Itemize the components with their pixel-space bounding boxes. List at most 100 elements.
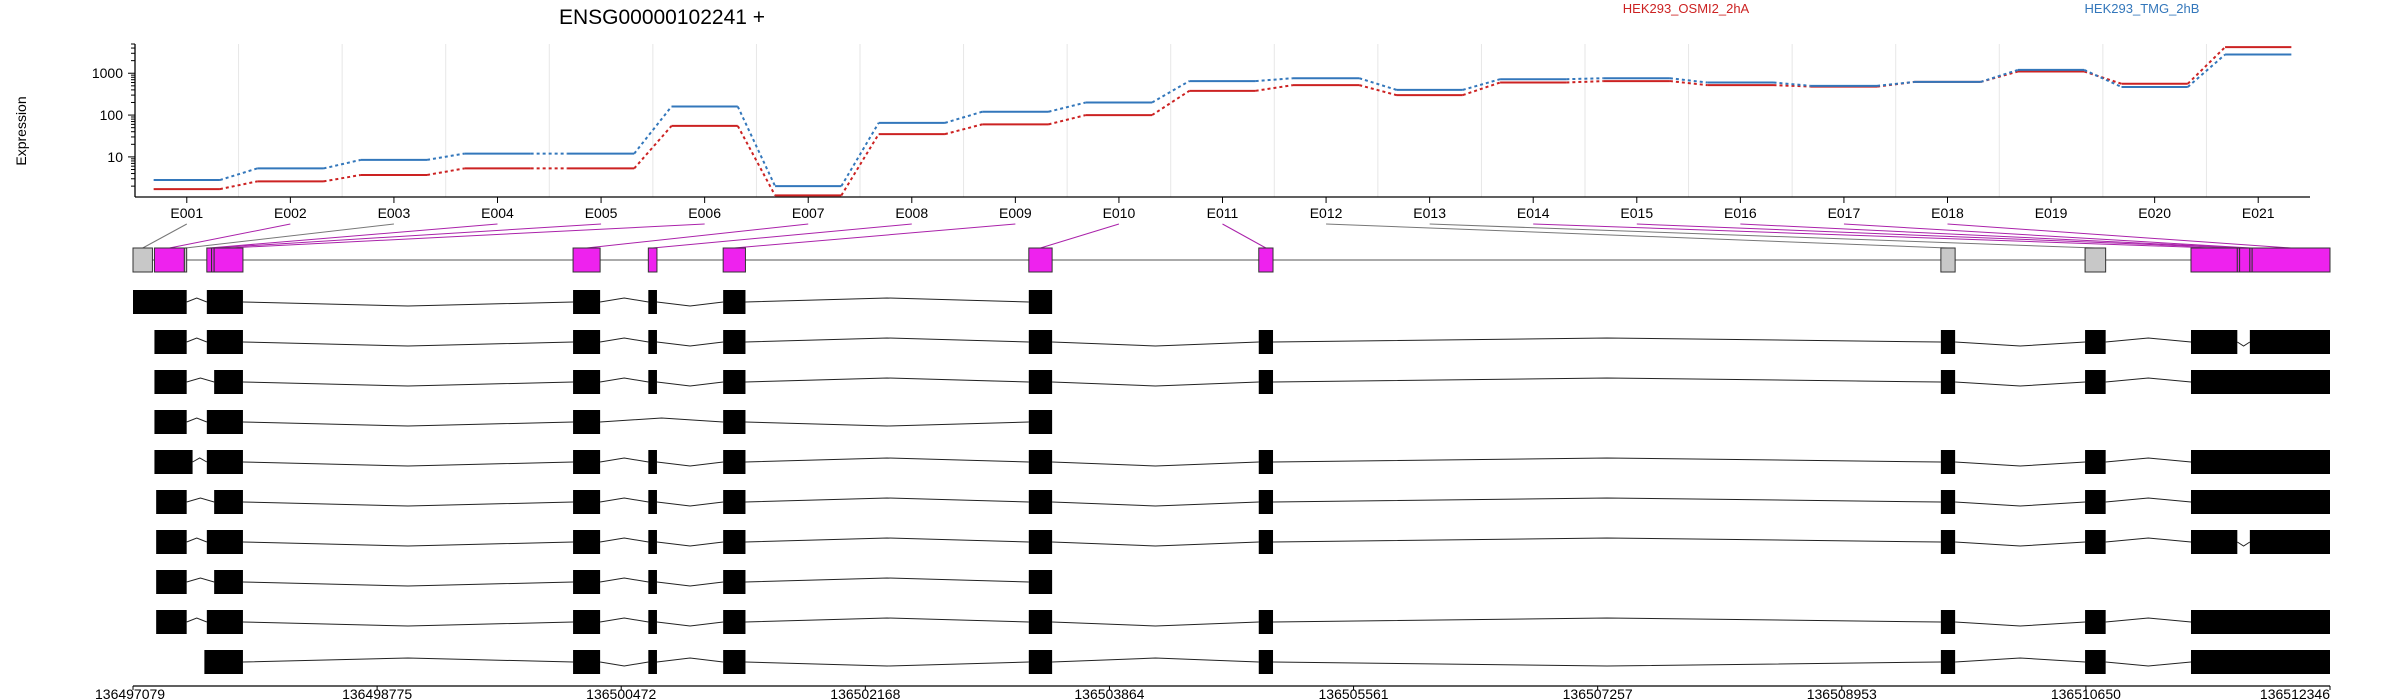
exon-block [648,610,657,634]
genomic-tick-label: 136510650 [2051,686,2121,700]
intron [745,421,1029,427]
exon-block [1258,530,1274,554]
series-1-link [2187,46,2226,85]
x-tick-label: E008 [895,205,928,221]
exon-block [723,610,746,634]
x-tick-label: E010 [1103,205,1136,221]
exon-block [1028,610,1053,634]
exon-block [156,490,187,514]
exon-block [2190,610,2330,634]
intron [1955,461,2086,467]
exon-connector [228,223,705,249]
series-2-link [1358,77,1397,91]
intron [1273,661,1941,667]
exon-E016 [2239,247,2251,273]
series-2-link [323,158,362,170]
exon-block [204,650,243,674]
exon-block [1258,450,1274,474]
series-2-link [1980,68,2019,83]
exon-E006 [213,247,244,273]
genomic-tick-label: 136508953 [1807,686,1877,700]
series-2-link [944,110,983,124]
genomic-tick-label: 136498775 [342,686,412,700]
exon-connector [1222,223,1267,249]
intron [1273,377,1941,383]
series-1-link [426,167,465,176]
exon-E007 [572,247,601,273]
exon-connector [209,223,498,249]
intron [242,657,574,663]
intron [745,377,1029,383]
exon-block [2085,650,2106,674]
exon-block [723,490,746,514]
gene-model [132,247,2331,273]
x-tick-label: E002 [274,205,307,221]
exon-connector [652,223,912,249]
exon-block [1258,370,1274,394]
intron [186,377,215,383]
exon-block [1028,330,1053,354]
series-1-link [323,173,361,183]
exon-block [2085,530,2106,554]
exon-block [2085,450,2106,474]
exon-block [206,330,243,354]
x-tick-label: E013 [1413,205,1446,221]
series-2-line [153,53,2292,188]
intron [600,577,649,583]
exon-E014 [2190,247,2238,273]
exon-block [573,450,601,474]
exon-connector [1429,223,2096,249]
exon-block [2249,530,2330,554]
exon-block [723,650,746,674]
x-tick-label: E014 [1517,205,1550,221]
x-tick-label: E011 [1207,205,1239,221]
exon-block [648,370,657,394]
exon-block [723,450,746,474]
intron [186,417,208,423]
intron [1955,381,2086,387]
intron [186,337,208,343]
exon-block [1940,370,1956,394]
intron [242,301,574,307]
intron [1273,497,1941,503]
intron [656,381,724,387]
transcript-8 [156,570,1053,594]
exon-block [573,290,601,314]
x-tick-label: E020 [2138,205,2171,221]
exon-block [1940,450,1956,474]
intron [745,537,1029,543]
exon-E009 [722,247,746,273]
exon-block [723,570,746,594]
exon-block [2190,650,2330,674]
intron [600,297,649,303]
intron [656,341,724,347]
exon-block [723,530,746,554]
x-tick-label: E006 [688,205,721,221]
y-tick-label: 1000 [92,65,123,81]
intron [656,501,724,507]
series-2-link [1151,80,1190,104]
series-2-link [1669,77,1708,84]
x-tick-label: E012 [1310,205,1343,221]
genomic-tick-label: 136512346 [2260,686,2330,700]
intron [745,577,1029,583]
intron [186,577,215,583]
exon-block [2085,490,2106,514]
legend-series-1: HEK293_OSMI2_2hA [1623,1,1750,16]
series-1-link [944,123,983,136]
exon-connector [1533,223,2215,249]
x-tick-label: E001 [170,205,203,221]
axes: 10 100 1000 E001 E002 E003 E004 E005 E006 E007 E00… [92,43,2310,221]
exon-block [133,290,187,314]
exon-connector [185,223,394,249]
series-2-link [1773,81,1811,87]
exon-block [1028,570,1053,594]
exon-block [723,370,746,394]
exon-block [1940,650,1956,674]
series-2-link [1876,80,1915,87]
exon-block [2085,330,2106,354]
exon-connector [212,223,602,249]
exon-block [573,530,601,554]
exon-block [2249,330,2330,354]
